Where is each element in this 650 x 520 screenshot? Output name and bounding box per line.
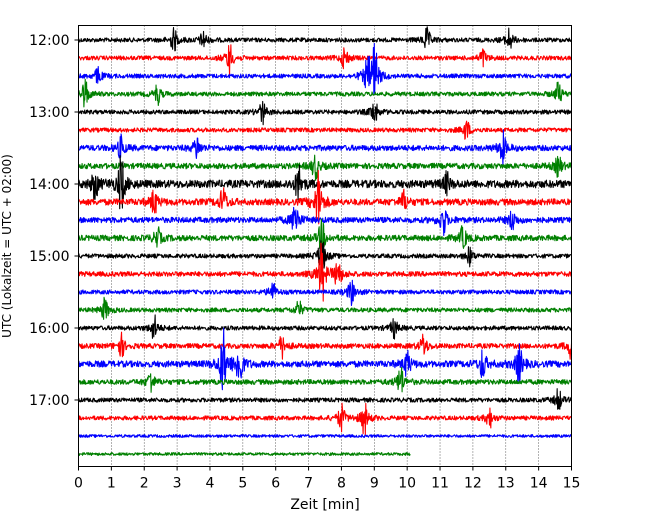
x-tick-label: 12	[464, 476, 482, 492]
y-tick-label: 12:00	[29, 33, 69, 49]
trace-1215	[77, 44, 573, 76]
x-axis-label: Zeit [min]	[290, 497, 359, 513]
trace-1600	[78, 314, 573, 340]
x-tick-label: 10	[398, 476, 416, 492]
x-tick-label: 4	[206, 476, 215, 492]
x-tick-label: 7	[304, 476, 313, 492]
x-tick-label: 9	[370, 476, 379, 492]
y-tick-label: 15:00	[29, 249, 69, 265]
trace-1415	[77, 169, 573, 225]
y-tick-label: 14:00	[29, 177, 69, 193]
x-tick-label: 0	[74, 476, 83, 492]
trace-1300	[77, 100, 572, 126]
trace-1745	[78, 452, 411, 456]
x-axis: 0 1 2 3 4 5 6 7 8 9 10 11 12 13 14 15	[74, 466, 581, 492]
trace-1530	[78, 279, 573, 307]
y-axis: 12:00 13:00 14:00 15:00 16:00 17:00	[29, 33, 79, 409]
trace-1400	[78, 155, 572, 210]
x-tick-label: 8	[337, 476, 346, 492]
trace-1630	[77, 327, 573, 391]
trace-1245	[77, 78, 573, 108]
y-tick-label: 13:00	[29, 105, 69, 121]
trace-1730	[77, 434, 573, 438]
trace-1545	[78, 296, 573, 320]
trace-1200	[77, 26, 573, 52]
y-axis-label: UTC (Lokalzeit = UTC + 02:00)	[0, 154, 14, 338]
plot-frame	[78, 25, 572, 467]
x-tick-label: 6	[271, 476, 280, 492]
trace-1645	[78, 366, 573, 393]
trace-1330	[78, 129, 573, 168]
trace-1230	[77, 42, 572, 95]
x-tick-label: 13	[497, 476, 515, 492]
x-tick-label: 1	[107, 476, 116, 492]
x-tick-label: 2	[140, 476, 149, 492]
trace-1430	[78, 206, 572, 237]
x-tick-label: 5	[238, 476, 247, 492]
trace-1500	[77, 240, 572, 269]
trace-1345	[77, 154, 572, 181]
x-tick-label: 3	[173, 476, 182, 492]
trace-1700	[77, 388, 573, 410]
trace-group	[77, 26, 573, 456]
trace-1315	[77, 120, 572, 140]
trace-1515	[77, 242, 572, 302]
y-tick-label: 17:00	[29, 393, 69, 409]
trace-1715	[78, 402, 572, 436]
x-tick-label: 15	[563, 476, 581, 492]
trace-1445	[77, 218, 573, 256]
trace-1615	[77, 331, 573, 360]
x-tick-label: 14	[530, 476, 548, 492]
y-tick-label: 16:00	[29, 321, 69, 337]
x-tick-label: 11	[431, 476, 449, 492]
